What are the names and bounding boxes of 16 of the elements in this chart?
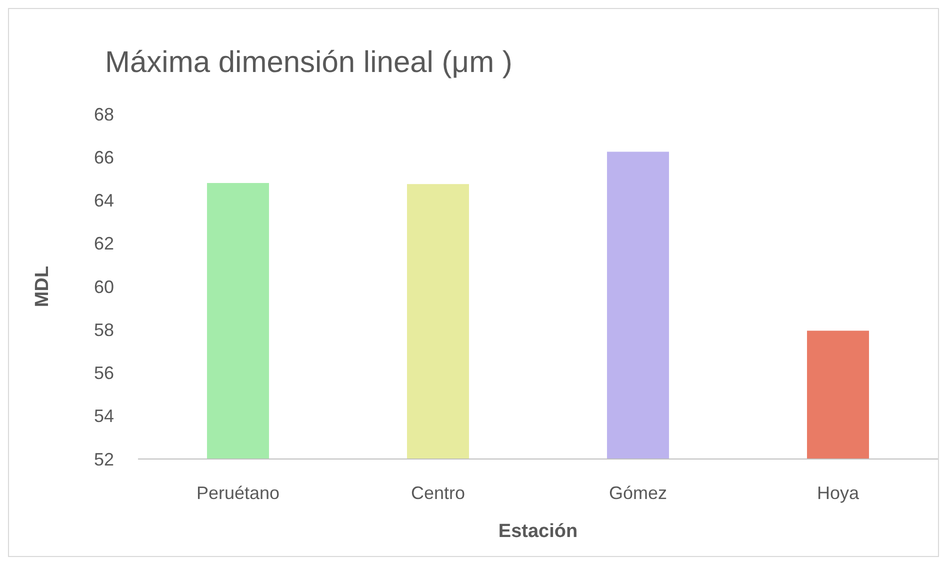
y-tick-label: 62 [94, 234, 114, 254]
x-tick-label: Peruétano [196, 483, 280, 503]
y-tick-label: 54 [94, 406, 114, 426]
x-tick-label: Gómez [608, 483, 668, 503]
x-axis-title: Estación [498, 521, 578, 542]
y-tick-label: 66 [94, 147, 114, 168]
y-tick-label: 52 [94, 449, 114, 470]
x-tick-label: Hoya [816, 483, 860, 503]
y-tick-label: 64 [94, 190, 114, 211]
y-tick-label: 58 [94, 320, 114, 340]
y-tick-label: 60 [94, 276, 114, 297]
x-tick-label: Centro [410, 483, 466, 503]
chart-title: Máxima dimensión lineal (μm ) [105, 46, 512, 79]
y-tick-label: 56 [94, 363, 114, 384]
y-tick-label: 68 [94, 104, 114, 124]
y-axis-title: MDL [32, 266, 53, 308]
